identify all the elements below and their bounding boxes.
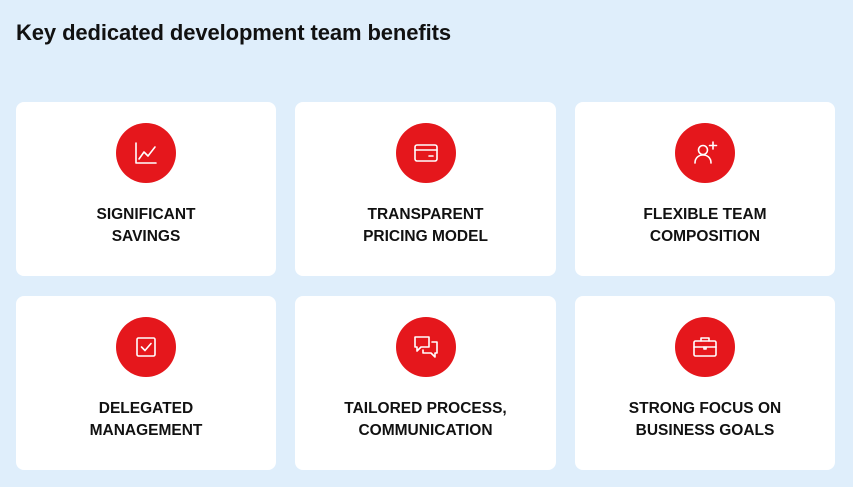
chat-bubbles-icon — [395, 317, 456, 377]
benefits-grid: SIGNIFICANT SAVINGS TRANSPARENT PRICING … — [16, 102, 835, 470]
benefit-label: DELEGATED MANAGEMENT — [26, 398, 266, 442]
benefit-label-line1: FLEXIBLE TEAM — [643, 206, 767, 223]
benefit-label-line2: COMMUNICATION — [358, 422, 493, 439]
benefit-label: TRANSPARENT PRICING MODEL — [305, 204, 546, 248]
benefit-label-line2: MANAGEMENT — [89, 422, 203, 439]
chart-line-icon — [116, 123, 176, 183]
benefit-label-line1: TAILORED PROCESS, — [344, 400, 507, 417]
benefit-label-line2: COMPOSITION — [649, 228, 761, 245]
benefit-label: SIGNIFICANT SAVINGS — [26, 204, 266, 248]
benefit-label-line1: SIGNIFICANT — [96, 206, 196, 223]
benefit-label-line2: PRICING MODEL — [363, 228, 488, 245]
benefit-card-business-goals: STRONG FOCUS ON BUSINESS GOALS — [575, 296, 835, 470]
briefcase-icon — [675, 317, 735, 377]
benefit-label-line2: BUSINESS GOALS — [635, 422, 775, 439]
benefit-card-tailored-process: TAILORED PROCESS, COMMUNICATION — [295, 296, 556, 470]
benefit-label: TAILORED PROCESS, COMMUNICATION — [305, 398, 546, 442]
user-add-icon — [675, 123, 735, 183]
credit-card-icon — [395, 123, 456, 183]
benefit-card-delegated-management: DELEGATED MANAGEMENT — [16, 296, 276, 470]
benefit-label-line1: STRONG FOCUS ON — [628, 400, 782, 417]
benefit-label-line1: DELEGATED — [98, 400, 194, 417]
benefit-card-significant-savings: SIGNIFICANT SAVINGS — [16, 102, 276, 276]
checkbox-icon — [116, 317, 176, 377]
benefit-label-line2: SAVINGS — [111, 228, 181, 245]
page-title: Key dedicated development team benefits — [16, 20, 452, 45]
benefit-card-transparent-pricing: TRANSPARENT PRICING MODEL — [295, 102, 556, 276]
benefit-card-flexible-team: FLEXIBLE TEAM COMPOSITION — [575, 102, 835, 276]
benefit-label-line1: TRANSPARENT — [367, 206, 484, 223]
benefit-label: STRONG FOCUS ON BUSINESS GOALS — [585, 398, 825, 442]
benefit-label: FLEXIBLE TEAM COMPOSITION — [585, 204, 825, 248]
